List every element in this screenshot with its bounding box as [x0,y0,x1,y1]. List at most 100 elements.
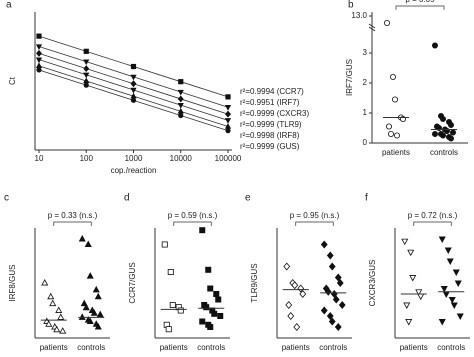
point [444,247,452,254]
legend-label: r²=0.9951 (IRF7) [240,98,300,107]
y-tick-label: 2 [363,78,368,87]
point [442,291,450,298]
point [92,285,100,293]
point [299,290,307,298]
point [161,241,168,248]
point [324,287,332,296]
point [225,94,231,100]
p-value: p = 0.33 (n.s.) [48,211,98,220]
y-tick-label: 13.0 [351,11,367,20]
bracket [173,221,212,226]
bracket [53,221,92,226]
point [86,272,94,279]
x-tick-label: patients [160,343,188,352]
point [83,59,90,66]
point [55,306,63,313]
point [35,44,43,50]
x-tick-label: 10 [35,154,44,163]
point [332,295,340,304]
panel-letter: a [6,0,12,11]
point [326,251,334,260]
bracket [395,5,445,10]
panel-letter: d [124,193,130,204]
p-value: p = 0.72 (n.s.) [408,211,458,220]
point [36,67,42,73]
point [438,236,446,243]
x-tick-label: 1000 [125,154,143,163]
p-value: p = 0.05 [405,0,435,4]
point [130,87,137,94]
point [409,275,417,282]
point [224,118,232,124]
point [447,135,454,142]
point [167,268,174,275]
point [320,306,328,315]
point [328,262,336,271]
point [78,313,86,320]
point [431,130,438,137]
point [207,323,214,330]
x-tick-label: 100 [80,154,94,163]
point [83,72,90,79]
point [36,49,42,57]
legend-label: r²=0.9999 (TLR9) [240,120,302,129]
point [439,132,446,139]
point [203,304,210,311]
point [45,320,53,327]
point [326,312,334,320]
legend-label: r²=0.9999 (GUS) [240,142,300,151]
point [178,79,184,85]
point [401,238,409,246]
panel-letter: f [365,193,368,204]
point [35,62,43,68]
point [452,269,460,276]
point [130,97,137,103]
point [205,266,212,273]
x-tick-label: 10000 [170,154,193,163]
point [291,281,299,290]
point [389,74,396,81]
panel-letter: c [4,193,9,204]
x-tick-label: patients [40,343,68,352]
point [82,303,90,311]
point [415,289,423,296]
point [385,123,392,130]
y-tick-label: 1 [363,108,368,117]
point [211,310,218,317]
y-axis-label: IRF8/GUS [8,265,17,302]
legend-label: r²=0.9998 (IRF8) [240,131,300,140]
point [403,302,411,309]
x-tick-label: controls [437,343,465,352]
point [393,132,400,139]
y-axis-label: IRF7/GUS [345,59,354,96]
point [130,63,137,70]
point [438,319,446,326]
point [83,48,89,54]
point [177,307,184,314]
point [215,296,222,303]
x-tick-label: 100000 [215,154,242,163]
y-axis-label: TLR9/GUS [250,263,259,302]
point [217,312,224,319]
x-tick-label: controls [430,148,458,157]
legend-label: r²=0.9999 (CXCR3) [240,109,309,118]
point [440,286,448,293]
point [94,292,102,300]
y-tick-label: 0 [363,138,368,147]
point [96,310,104,318]
point [450,302,458,309]
point [130,80,137,88]
point [94,323,102,330]
point [199,318,206,325]
point [334,323,342,331]
point [431,42,438,49]
point [456,313,464,320]
point [334,273,342,282]
point [59,327,67,334]
legend-label: r²=0.9994 (CCR7) [240,87,304,96]
panel-letter: b [348,0,354,11]
point [207,285,214,292]
bracket [295,221,334,226]
point [449,129,456,136]
